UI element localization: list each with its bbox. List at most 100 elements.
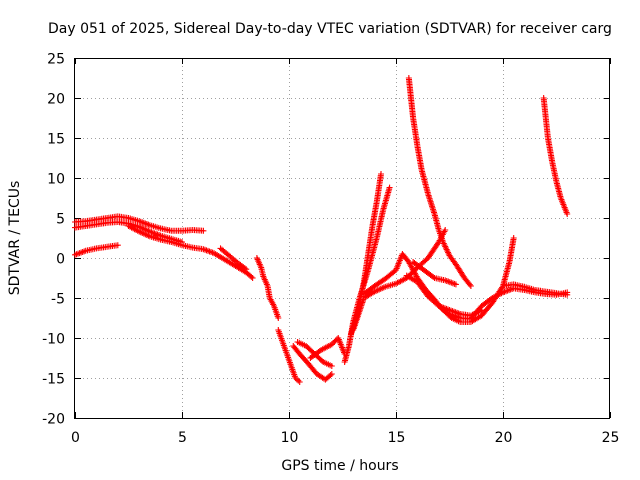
data-trace-segment: [448, 307, 462, 317]
data-trace-segment: [553, 180, 564, 200]
data-trace-segment: [440, 240, 452, 258]
data-trace-segment: [148, 229, 163, 239]
x-tick-label: 20: [495, 430, 513, 446]
data-trace-segment: [469, 313, 484, 325]
data-trace-segment: [506, 236, 517, 264]
data-point: [328, 341, 335, 348]
series-arc-6: [253, 255, 282, 321]
data-trace-segment: [362, 289, 377, 301]
data-trace-segment: [490, 290, 505, 301]
data-trace-segment: [414, 144, 425, 172]
plot-frame: [74, 58, 610, 419]
data-trace-segment: [116, 219, 130, 227]
data-trace-segment: [148, 222, 162, 231]
data-trace-segment: [394, 275, 409, 286]
series-arc-20: [540, 95, 571, 217]
series-arc-13: [350, 227, 449, 333]
series-arc-7: [275, 327, 303, 385]
y-tick-labels: -20 -15 -10 -5 0 5 10 15 20 25: [42, 52, 65, 428]
y-axis-label: SDTVAR / TECUs: [7, 181, 23, 296]
data-trace-segment: [296, 339, 308, 349]
data-trace-segment: [275, 328, 285, 344]
data-trace-segment: [542, 116, 551, 140]
data-trace-segment: [191, 244, 205, 252]
data-trace-segment: [426, 294, 441, 308]
data-trace-segment: [479, 301, 495, 318]
data-trace-segment: [293, 376, 302, 384]
data-trace-segment: [369, 200, 380, 228]
data-trace-segment: [271, 304, 281, 320]
data-trace-segment: [321, 359, 334, 369]
data-trace-segment: [234, 263, 248, 275]
data-series: [72, 75, 571, 385]
data-trace-segment: [405, 273, 419, 285]
data-trace-segment: [288, 364, 298, 380]
data-point: [452, 281, 459, 288]
data-point: [378, 171, 385, 177]
series-arc-15: [405, 75, 474, 289]
data-trace-segment: [406, 260, 420, 280]
data-point: [564, 291, 571, 298]
series-arc-17: [410, 259, 459, 288]
data-trace-segment: [261, 275, 270, 288]
series-arc-10: [307, 335, 348, 361]
data-trace-segment: [540, 96, 549, 120]
y-tick-label: 0: [56, 252, 65, 268]
data-trace-segment: [447, 254, 458, 266]
data-trace-segment: [159, 225, 173, 234]
data-trace-segment: [374, 208, 386, 240]
data-point: [442, 227, 449, 233]
data-trace-segment: [127, 223, 141, 234]
data-point: [328, 363, 335, 369]
data-point: [386, 184, 393, 191]
data-trace-segment: [462, 276, 473, 288]
data-trace-segment: [227, 253, 240, 265]
data-trace-segment: [212, 251, 227, 262]
data-trace-segment: [448, 311, 462, 321]
data-point: [564, 211, 571, 217]
data-point: [275, 315, 282, 321]
y-tick-label: 10: [47, 172, 65, 188]
data-trace-segment: [280, 340, 290, 356]
data-trace-segment: [431, 212, 442, 232]
data-point: [328, 371, 335, 377]
y-tick-label: 5: [56, 212, 65, 228]
data-trace-segment: [84, 221, 98, 229]
data-trace-segment: [236, 260, 248, 272]
data-trace-segment: [137, 229, 152, 239]
data-point: [296, 379, 303, 385]
series-arc-8: [290, 343, 335, 383]
data-trace-segment: [555, 290, 569, 298]
data-trace-segment: [137, 224, 152, 234]
data-trace-segment: [73, 223, 87, 231]
data-trace-segment: [365, 224, 376, 256]
data-trace-segment: [443, 277, 458, 287]
data-trace-segment: [422, 268, 437, 280]
data-trace-segment: [436, 228, 446, 244]
data-trace-segment: [425, 192, 438, 216]
data-trace-segment: [479, 296, 494, 308]
data-trace-segment: [297, 352, 311, 366]
data-trace-segment: [306, 361, 319, 376]
data-trace-segment: [549, 160, 560, 184]
data-trace-segment: [400, 252, 411, 264]
data-trace-segment: [350, 296, 367, 332]
axis-ticks: [75, 58, 611, 419]
data-trace-segment: [453, 262, 467, 280]
data-trace-segment: [335, 336, 347, 356]
data-trace-segment: [323, 372, 334, 382]
series-arc-4: [125, 223, 256, 281]
data-trace-segment: [116, 213, 130, 221]
data-trace-segment: [95, 244, 109, 252]
data-trace-segment: [308, 348, 323, 360]
y-tick-label: -10: [42, 332, 65, 348]
series-arc-5: [217, 245, 250, 273]
data-trace-segment: [406, 76, 416, 120]
data-trace-segment: [419, 168, 431, 196]
data-trace-segment: [373, 172, 384, 204]
y-tick-label: 15: [47, 132, 65, 148]
data-trace-segment: [361, 252, 371, 284]
series-arc-19: [500, 281, 571, 298]
data-point: [200, 227, 207, 234]
